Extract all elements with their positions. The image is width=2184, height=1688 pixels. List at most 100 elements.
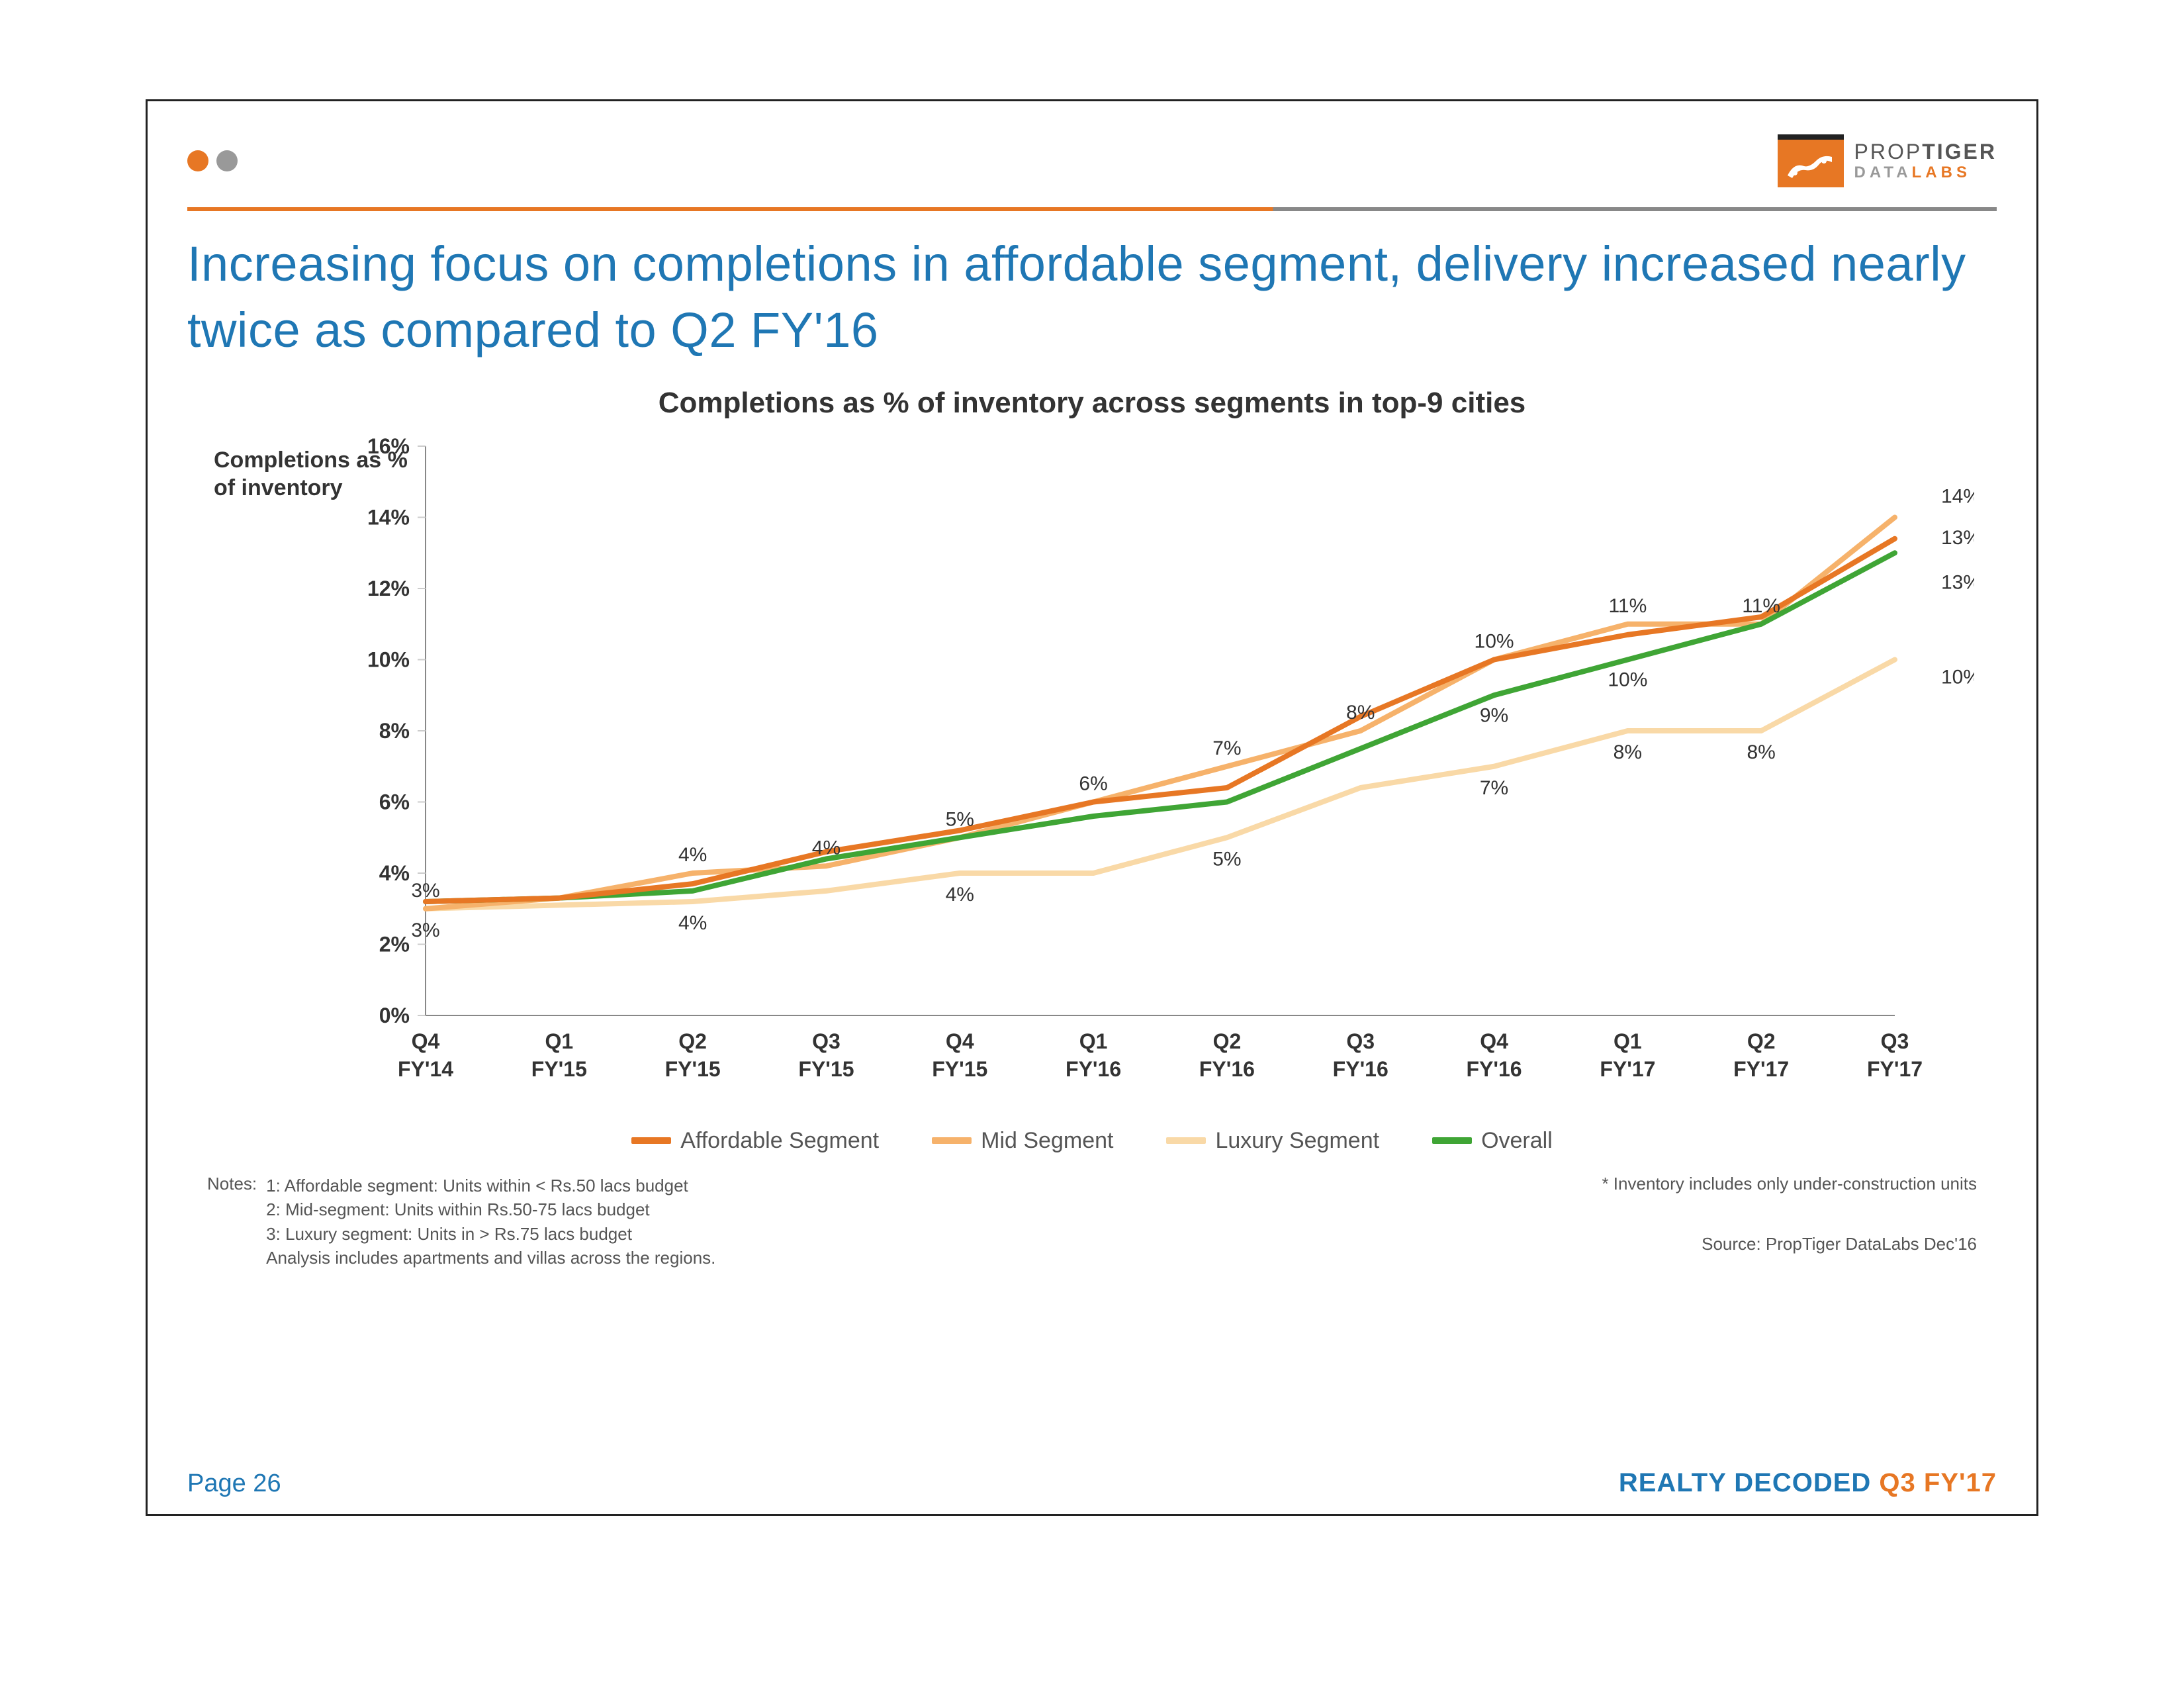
svg-text:FY'17: FY'17 [1867, 1057, 1923, 1081]
svg-text:FY'14: FY'14 [398, 1057, 453, 1081]
logo-sub-1: DATA [1854, 164, 1912, 181]
slide-frame: PROPTIGER DATALABS Increasing focus on c… [146, 99, 2038, 1516]
svg-text:4%: 4% [678, 912, 707, 934]
page-number: Page 26 [187, 1470, 281, 1498]
svg-text:Q4: Q4 [412, 1029, 440, 1053]
svg-text:8%: 8% [1747, 741, 1776, 763]
svg-text:10%: 10% [1608, 669, 1647, 690]
decorator-dots [187, 150, 238, 171]
legend-item: Luxury Segment [1166, 1128, 1379, 1154]
svg-text:2%: 2% [379, 932, 410, 956]
dot-2 [216, 150, 238, 171]
svg-text:4%: 4% [812, 837, 841, 859]
svg-text:Q4: Q4 [1480, 1029, 1508, 1053]
svg-text:FY'16: FY'16 [1066, 1057, 1121, 1081]
legend-label: Luxury Segment [1215, 1128, 1379, 1154]
legend-label: Affordable Segment [680, 1128, 879, 1154]
svg-text:4%: 4% [678, 844, 707, 866]
svg-text:7%: 7% [1480, 777, 1508, 799]
svg-text:14%: 14% [367, 505, 410, 529]
notes-left: Notes: 1: Affordable segment: Units with… [207, 1174, 715, 1270]
svg-text:10%: 10% [367, 647, 410, 671]
legend-label: Mid Segment [981, 1128, 1113, 1154]
svg-text:11%: 11% [1742, 595, 1780, 617]
svg-text:Q4: Q4 [946, 1029, 974, 1053]
svg-text:4%: 4% [379, 861, 410, 885]
note-line: 2: Mid-segment: Units within Rs.50-75 la… [266, 1197, 715, 1221]
logo-word-1: PROP [1854, 140, 1923, 164]
legend-item: Mid Segment [932, 1128, 1113, 1154]
svg-text:FY'15: FY'15 [932, 1057, 987, 1081]
dot-1 [187, 150, 208, 171]
svg-text:Q1: Q1 [545, 1029, 573, 1053]
note-line: Analysis includes apartments and villas … [266, 1246, 715, 1270]
source-citation: Source: PropTiger DataLabs Dec'16 [1602, 1234, 1977, 1254]
svg-text:10%: 10% [1941, 666, 1974, 688]
header-row: PROPTIGER DATALABS [187, 128, 1997, 194]
notes-row: Notes: 1: Affordable segment: Units with… [187, 1174, 1997, 1270]
svg-text:FY'17: FY'17 [1733, 1057, 1789, 1081]
svg-text:9%: 9% [1480, 704, 1508, 726]
svg-text:6%: 6% [379, 790, 410, 814]
svg-text:13%: 13% [1941, 571, 1974, 593]
slide-title: Increasing focus on completions in affor… [187, 231, 1997, 363]
svg-text:14%: 14% [1941, 485, 1974, 507]
svg-text:FY'15: FY'15 [665, 1057, 721, 1081]
svg-text:Q3: Q3 [812, 1029, 841, 1053]
slide-footer: Page 26 REALTY DECODED Q3 FY'17 [187, 1468, 1997, 1498]
legend-swatch [1166, 1137, 1206, 1144]
svg-text:3%: 3% [411, 880, 439, 902]
svg-text:FY'17: FY'17 [1600, 1057, 1655, 1081]
logo-text: PROPTIGER DATALABS [1854, 141, 1997, 181]
svg-text:5%: 5% [946, 808, 974, 830]
svg-text:5%: 5% [1212, 848, 1241, 870]
brand-logo: PROPTIGER DATALABS [1778, 134, 1997, 187]
svg-text:8%: 8% [379, 719, 410, 743]
svg-text:8%: 8% [1614, 741, 1642, 763]
legend-label: Overall [1481, 1128, 1553, 1154]
svg-text:11%: 11% [1608, 595, 1647, 617]
chart-area: Completions as %of inventory 0%2%4%6%8%1… [187, 426, 1997, 1115]
legend-swatch [932, 1137, 972, 1144]
logo-sub-2: LABS [1912, 164, 1971, 181]
svg-text:Q2: Q2 [1213, 1029, 1242, 1053]
legend-swatch [631, 1137, 671, 1144]
svg-text:13%: 13% [1941, 527, 1974, 549]
line-chart: 0%2%4%6%8%10%12%14%16%Q4FY'14Q1FY'15Q2FY… [187, 426, 1974, 1115]
svg-text:7%: 7% [1212, 737, 1241, 759]
svg-text:Q3: Q3 [1881, 1029, 1909, 1053]
svg-text:Q2: Q2 [1747, 1029, 1776, 1053]
svg-text:FY'15: FY'15 [531, 1057, 587, 1081]
notes-label: Notes: [207, 1174, 257, 1270]
svg-text:0%: 0% [379, 1004, 410, 1027]
svg-text:Q3: Q3 [1346, 1029, 1375, 1053]
svg-text:8%: 8% [1346, 702, 1375, 724]
logo-word-2: TIGER [1922, 140, 1997, 164]
logo-square-icon [1778, 134, 1844, 187]
svg-text:FY'15: FY'15 [798, 1057, 854, 1081]
header-rule [187, 207, 1997, 211]
note-line: 3: Luxury segment: Units in > Rs.75 lacs… [266, 1222, 715, 1246]
notes-right: * Inventory includes only under-construc… [1602, 1174, 1977, 1254]
notes-lines: 1: Affordable segment: Units within < Rs… [266, 1174, 715, 1270]
svg-text:Q2: Q2 [678, 1029, 707, 1053]
legend-swatch [1432, 1137, 1472, 1144]
svg-text:10%: 10% [1475, 630, 1514, 652]
legend-item: Affordable Segment [631, 1128, 879, 1154]
chart-title: Completions as % of inventory across seg… [187, 387, 1997, 420]
svg-text:Q1: Q1 [1614, 1029, 1642, 1053]
svg-text:6%: 6% [1079, 773, 1107, 794]
svg-text:FY'16: FY'16 [1199, 1057, 1255, 1081]
footer-brand-left: REALTY DECODED [1619, 1468, 1880, 1497]
footer-brand-right: Q3 FY'17 [1879, 1468, 1997, 1497]
svg-text:FY'16: FY'16 [1466, 1057, 1522, 1081]
svg-text:Q1: Q1 [1079, 1029, 1108, 1053]
inventory-footnote: * Inventory includes only under-construc… [1602, 1174, 1977, 1194]
note-line: 1: Affordable segment: Units within < Rs… [266, 1174, 715, 1197]
footer-brand: REALTY DECODED Q3 FY'17 [1619, 1468, 1997, 1498]
svg-text:FY'16: FY'16 [1333, 1057, 1388, 1081]
svg-text:12%: 12% [367, 577, 410, 600]
svg-text:4%: 4% [946, 884, 974, 906]
chart-legend: Affordable Segment Mid Segment Luxury Se… [187, 1128, 1997, 1154]
svg-text:3%: 3% [411, 919, 439, 941]
